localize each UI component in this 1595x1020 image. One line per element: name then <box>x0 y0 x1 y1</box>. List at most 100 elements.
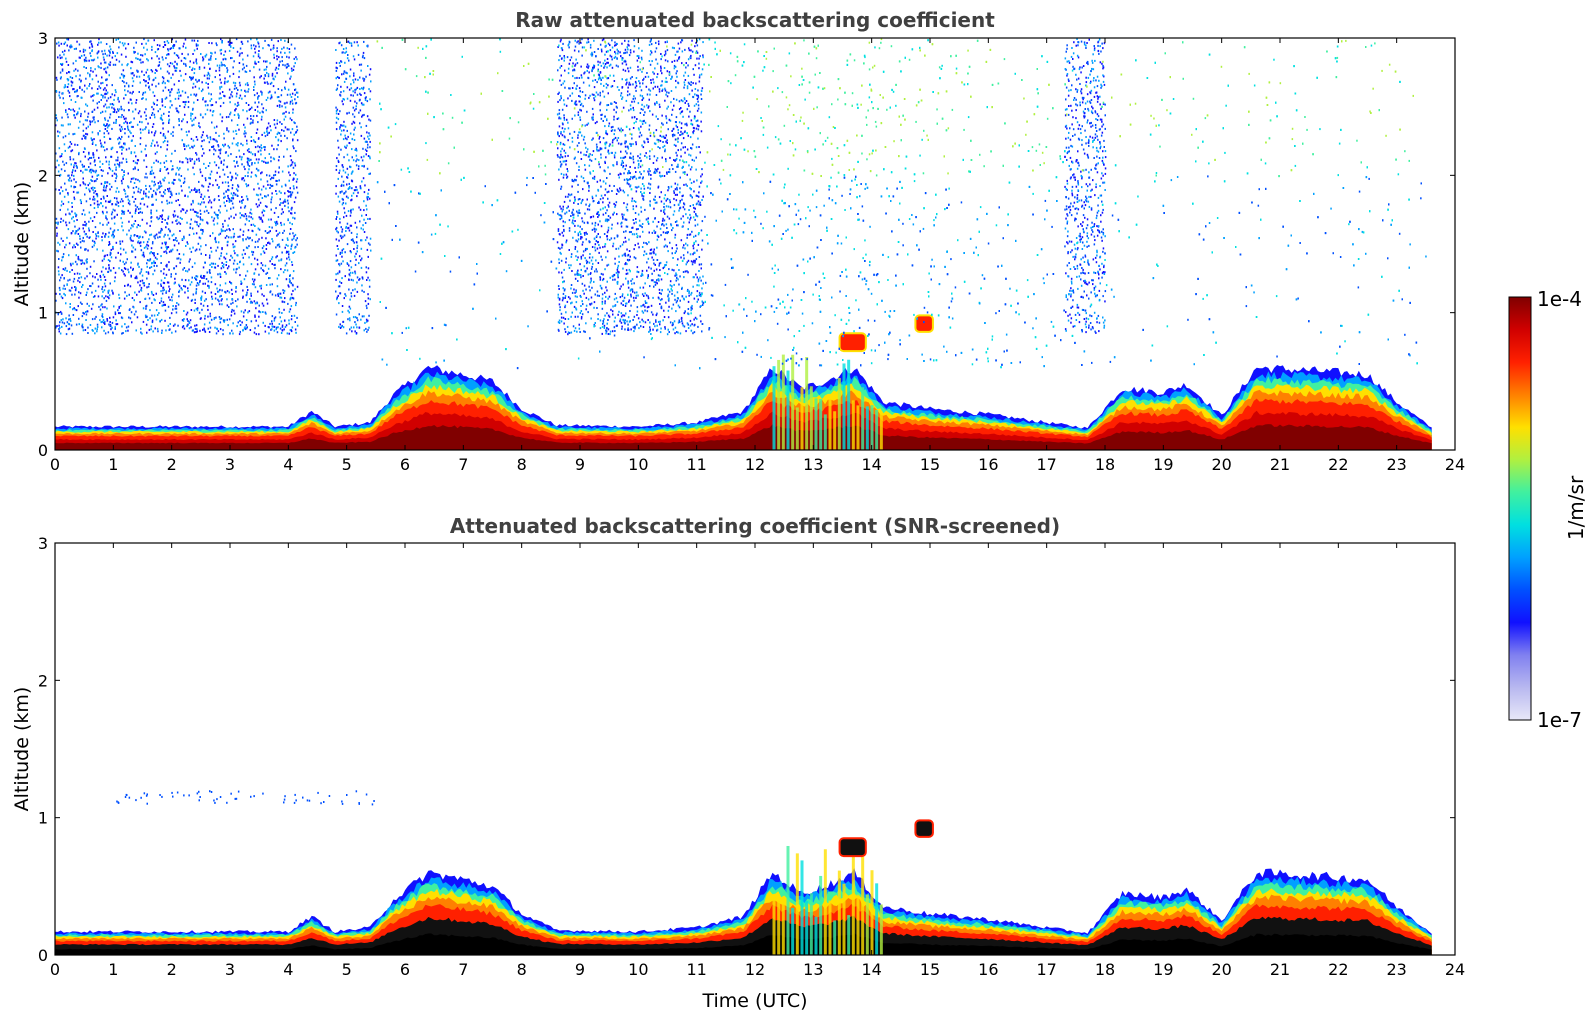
noise-speck <box>363 79 365 82</box>
noise-speck <box>191 39 193 42</box>
noise-speck <box>349 298 351 301</box>
noise-speck <box>587 38 589 41</box>
noise-speck <box>567 193 570 196</box>
noise-speck <box>63 86 66 89</box>
noise-speck <box>97 65 99 68</box>
noise-speck <box>209 326 212 329</box>
noise-speck <box>276 55 278 58</box>
noise-speck <box>661 114 663 117</box>
noise-speck <box>120 253 122 256</box>
noise-speck <box>158 57 160 60</box>
noise-speck <box>98 203 100 206</box>
noise-speck <box>339 169 341 172</box>
noise-speck <box>195 331 197 333</box>
noise-speck <box>86 291 88 294</box>
noise-speck <box>619 296 622 299</box>
noise-speck <box>182 325 185 327</box>
noise-speck <box>130 67 132 70</box>
noise-speck <box>186 221 188 224</box>
noise-speck <box>164 241 166 244</box>
noise-speck <box>335 77 337 80</box>
noise-speck <box>241 200 243 203</box>
noise-speck <box>60 237 63 240</box>
noise-speck <box>172 308 174 311</box>
noise-speck <box>114 55 116 58</box>
noise-speck <box>187 323 189 326</box>
plume-streak <box>819 399 823 450</box>
noise-speck <box>224 204 226 207</box>
noise-speck <box>284 269 286 271</box>
noise-speck <box>202 197 204 200</box>
noise-speck <box>363 155 365 158</box>
noise-speck <box>175 192 178 195</box>
noise-speck <box>93 58 96 61</box>
noise-speck <box>338 325 340 328</box>
noise-speck <box>198 248 201 251</box>
noise-speck <box>257 96 259 99</box>
noise-speck <box>128 109 130 112</box>
noise-speck <box>352 240 354 243</box>
noise-speck <box>236 144 239 147</box>
noise-speck <box>87 112 90 115</box>
noise-speck <box>165 250 167 253</box>
noise-speck <box>175 54 178 56</box>
noise-speck <box>153 261 155 264</box>
noise-speck <box>247 311 249 314</box>
noise-speck <box>160 255 162 258</box>
noise-speck <box>366 196 368 199</box>
noise-speck <box>283 155 285 158</box>
noise-speck <box>682 206 685 209</box>
noise-speck <box>97 206 99 209</box>
noise-speck <box>250 208 252 211</box>
noise-speck <box>122 248 125 251</box>
noise-speck <box>135 99 138 101</box>
noise-speck <box>335 218 337 220</box>
noise-speck <box>355 154 358 157</box>
noise-speck <box>368 155 371 158</box>
noise-speck <box>101 239 103 242</box>
noise-speck <box>132 135 134 138</box>
noise-speck <box>648 182 650 185</box>
noise-speck <box>157 144 159 147</box>
noise-speck <box>114 180 117 183</box>
noise-speck <box>357 167 360 170</box>
noise-speck <box>76 40 78 43</box>
noise-speck <box>228 146 231 149</box>
noise-speck <box>115 58 118 61</box>
noise-speck <box>143 111 146 114</box>
noise-speck <box>239 155 241 158</box>
noise-speck <box>137 52 139 55</box>
noise-speck <box>137 262 139 265</box>
noise-speck <box>670 185 673 188</box>
noise-speck <box>200 297 202 300</box>
noise-speck <box>666 49 669 52</box>
noise-speck <box>367 135 369 138</box>
noise-speck <box>285 110 287 113</box>
noise-speck <box>348 187 350 190</box>
noise-speck <box>72 308 74 311</box>
noise-speck <box>257 198 260 201</box>
noise-speck <box>638 176 640 179</box>
noise-speck <box>84 84 86 87</box>
noise-speck <box>184 194 186 197</box>
noise-speck <box>182 268 184 271</box>
noise-speck <box>154 72 156 74</box>
noise-speck <box>73 48 76 50</box>
noise-speck <box>172 134 174 137</box>
noise-speck <box>75 181 77 184</box>
noise-speck <box>635 190 638 193</box>
noise-speck <box>174 281 176 284</box>
noise-speck <box>57 223 59 226</box>
noise-speck <box>84 110 86 113</box>
noise-speck <box>91 143 94 145</box>
noise-speck <box>194 85 197 88</box>
noise-speck <box>111 169 114 172</box>
noise-speck <box>132 80 135 83</box>
noise-speck <box>61 50 64 53</box>
noise-speck <box>100 41 102 44</box>
noise-speck <box>270 96 273 98</box>
noise-speck <box>572 213 574 216</box>
noise-speck <box>564 136 566 139</box>
noise-speck <box>156 69 158 72</box>
noise-speck <box>189 76 191 79</box>
